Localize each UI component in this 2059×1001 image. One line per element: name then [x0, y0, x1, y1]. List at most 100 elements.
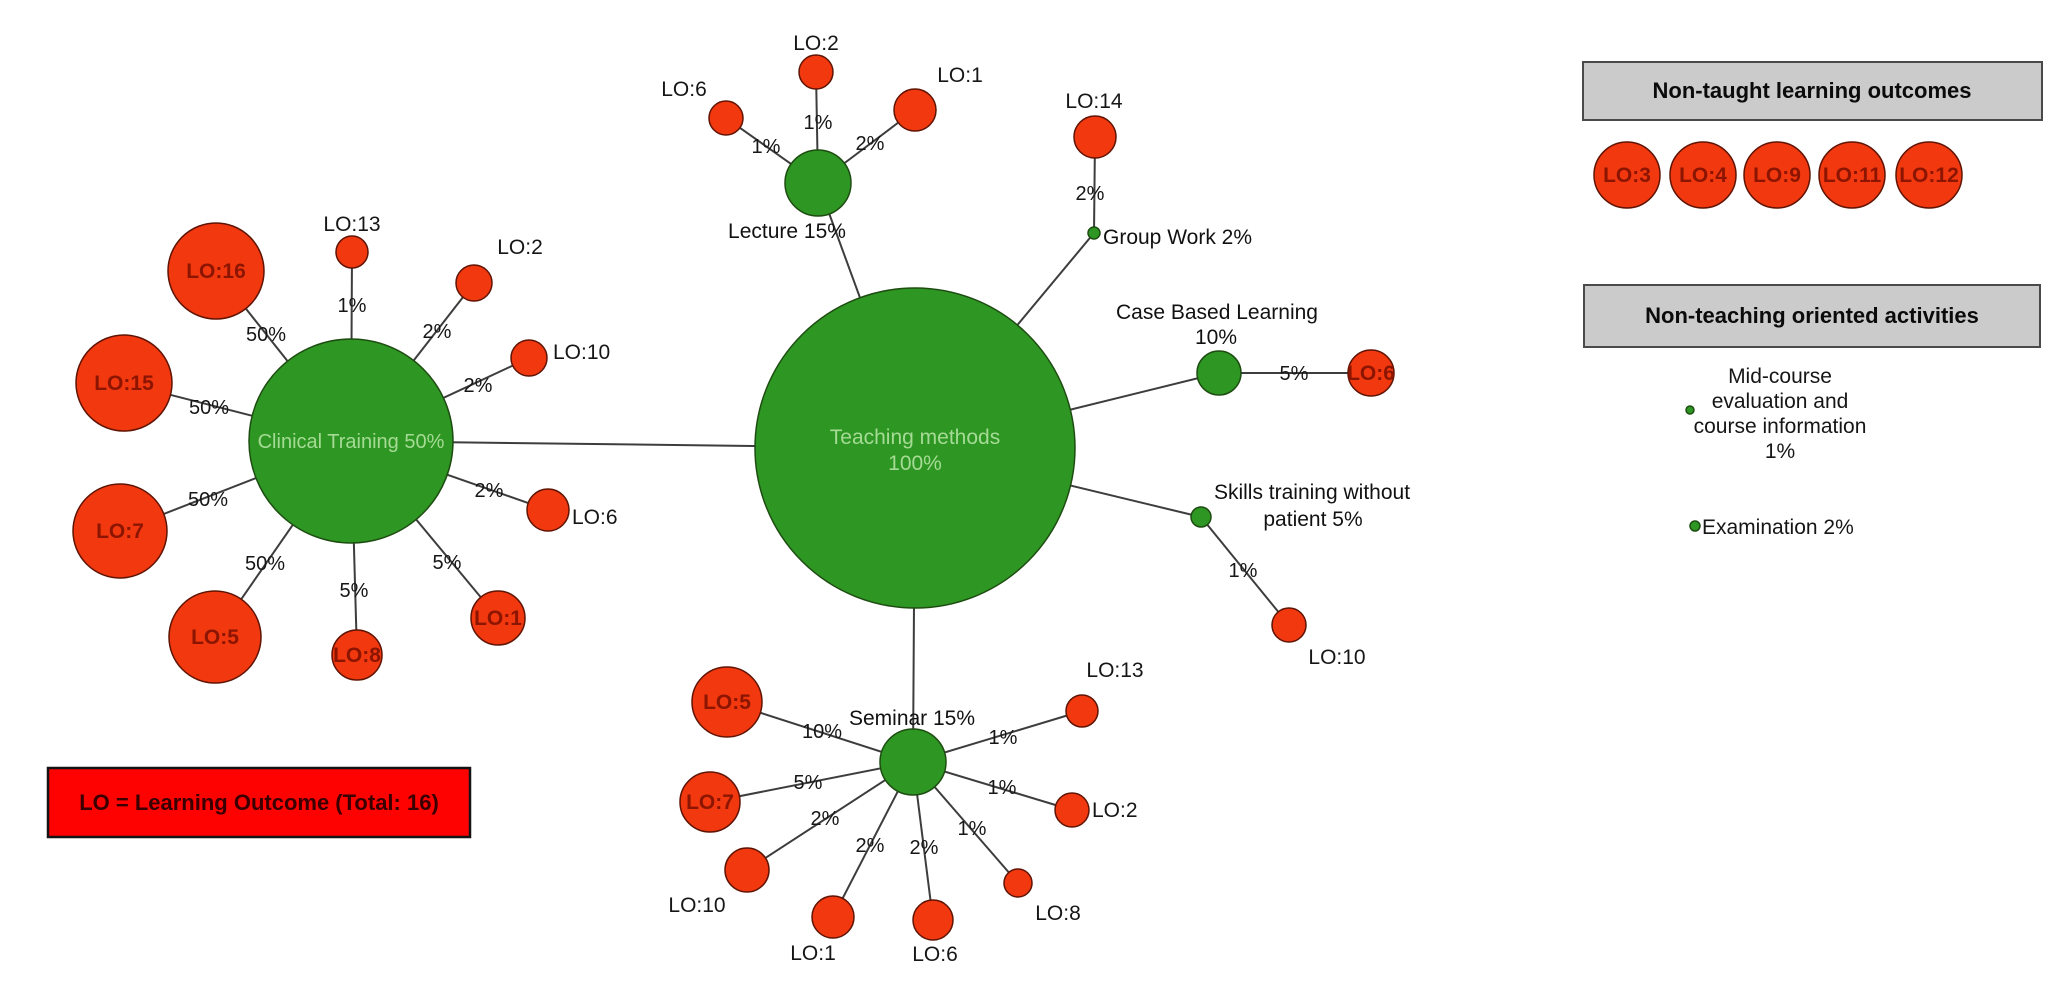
nontaught-lo9-label: LO:9: [1753, 164, 1801, 187]
non-taught-header-box: [1582, 61, 2043, 121]
nodes: [72, 54, 1963, 941]
case-based-label-line2: 10%: [1195, 326, 1237, 349]
clinical-lo10-label: LO:10: [553, 341, 610, 364]
node-clinical-lo5: [168, 590, 262, 684]
seminar-lo6-label: LO:6: [912, 943, 958, 966]
clinical-lo2-label: LO:2: [497, 236, 543, 259]
node-seminar-lo2: [1054, 792, 1090, 828]
skills-label-line2: patient 5%: [1263, 508, 1362, 531]
clinical-lo10-pct: 2%: [464, 375, 493, 397]
casebased-lo6-pct: 5%: [1280, 363, 1309, 385]
node-seminar-lo8: [1003, 868, 1033, 898]
node-seminar-lo6: [912, 899, 954, 941]
case-based-label-line1: Case Based Learning: [1116, 301, 1318, 324]
skills-lo10-pct: 1%: [1229, 560, 1258, 582]
teaching-methods-label-line1: Teaching methods: [830, 426, 1000, 449]
clinical-training-label: Clinical Training 50%: [258, 431, 445, 453]
dot-examination: [1689, 520, 1701, 532]
node-clinical-lo2: [455, 264, 493, 302]
lecture-lo2-label: LO:2: [793, 32, 839, 55]
clinical-lo5-label: LO:5: [191, 626, 239, 649]
non-teaching-header-box: [1583, 284, 2041, 348]
clinical-lo6-label: LO:6: [572, 506, 618, 529]
node-teaching-methods: [754, 287, 1076, 609]
casebased-lo6-label: LO:6: [1347, 362, 1395, 385]
nontaught-lo11-label: LO:11: [1823, 164, 1882, 187]
seminar-lo5-pct: 10%: [802, 721, 842, 743]
clinical-lo1-label: LO:1: [474, 607, 522, 630]
node-nontaught-lo3: [1593, 141, 1661, 209]
node-seminar-lo13: [1065, 694, 1099, 728]
legend-label: LO = Learning Outcome (Total: 16): [79, 790, 439, 815]
seminar-lo1-pct: 2%: [856, 835, 885, 857]
node-clinical-lo10: [510, 339, 548, 377]
clinical-lo2-pct: 2%: [423, 321, 452, 343]
clinical-lo15-pct: 50%: [189, 397, 229, 419]
seminar-lo2-label: LO:2: [1092, 799, 1138, 822]
node-lecture-lo6: [708, 100, 744, 136]
clinical-lo1-pct: 5%: [433, 552, 462, 574]
teaching-methods-label-line2: 100%: [888, 452, 942, 475]
dot-midcourse: [1685, 405, 1695, 415]
lecture-lo6-pct: 1%: [752, 136, 781, 158]
node-clinical-lo8: [331, 629, 383, 681]
seminar-lo10-label: LO:10: [668, 894, 725, 917]
lecture-label: Lecture 15%: [728, 220, 846, 243]
groupwork-lo14-label: LO:14: [1065, 90, 1123, 113]
lecture-lo6-label: LO:6: [661, 78, 707, 101]
node-clinical-lo15: [75, 334, 173, 432]
seminar-lo7-pct: 5%: [794, 772, 823, 794]
node-lecture-lo2: [798, 54, 834, 90]
node-seminar-lo10: [724, 847, 770, 893]
midcourse-label-line2: evaluation and: [1712, 390, 1849, 413]
clinical-lo8-pct: 5%: [340, 580, 369, 602]
node-group-work: [1087, 226, 1101, 240]
node-seminar-lo1: [811, 895, 855, 939]
node-seminar-lo5: [691, 666, 763, 738]
nontaught-lo12-label: LO:12: [1899, 164, 1959, 187]
node-casebased-lo6: [1347, 349, 1395, 397]
lecture-lo1-label: LO:1: [937, 64, 983, 87]
node-case-based-learning: [1196, 350, 1242, 396]
midcourse-label-line4: 1%: [1765, 440, 1795, 463]
examination-label: Examination 2%: [1702, 516, 1854, 539]
node-nontaught-lo12: [1895, 141, 1963, 209]
clinical-lo8-label: LO:8: [333, 644, 381, 667]
node-clinical-lo16: [167, 222, 265, 320]
node-clinical-training: [248, 338, 454, 544]
clinical-lo15-label: LO:15: [94, 372, 154, 395]
edge-skills-lo10: [1200, 516, 1290, 626]
seminar-lo13-label: LO:13: [1086, 659, 1143, 682]
seminar-lo13-pct: 1%: [989, 727, 1018, 749]
node-seminar: [879, 728, 947, 796]
node-skills-lo10: [1271, 607, 1307, 643]
clinical-lo16-pct: 50%: [246, 324, 286, 346]
non-teaching-title: Non-teaching oriented activities: [1645, 303, 1979, 328]
seminar-lo6-pct: 2%: [910, 837, 939, 859]
clinical-lo13-label: LO:13: [323, 213, 380, 236]
node-clinical-lo7: [72, 483, 168, 579]
nontaught-lo4-label: LO:4: [1679, 164, 1727, 187]
node-lecture-lo1: [893, 88, 937, 132]
group-work-label: Group Work 2%: [1103, 226, 1252, 249]
clinical-lo16-label: LO:16: [186, 260, 246, 283]
seminar-lo7-label: LO:7: [686, 791, 734, 814]
seminar-lo5-label: LO:5: [703, 691, 751, 714]
seminar-lo1-label: LO:1: [790, 942, 836, 965]
node-lecture: [784, 149, 852, 217]
node-clinical-lo13: [335, 235, 369, 269]
clinical-lo6-pct: 2%: [475, 480, 504, 502]
clinical-lo13-pct: 1%: [338, 295, 367, 317]
non-taught-title: Non-taught learning outcomes: [1653, 78, 1972, 103]
midcourse-label-line1: Mid-course: [1728, 365, 1832, 388]
midcourse-label-line3: course information: [1694, 415, 1867, 438]
skills-lo10-label: LO:10: [1308, 646, 1365, 669]
node-skills-training: [1190, 506, 1212, 528]
node-clinical-lo6: [526, 488, 570, 532]
clinical-lo7-label: LO:7: [96, 520, 144, 543]
node-nontaught-lo4: [1669, 141, 1737, 209]
clinical-lo7-pct: 50%: [188, 489, 228, 511]
seminar-lo2-pct: 1%: [988, 777, 1017, 799]
